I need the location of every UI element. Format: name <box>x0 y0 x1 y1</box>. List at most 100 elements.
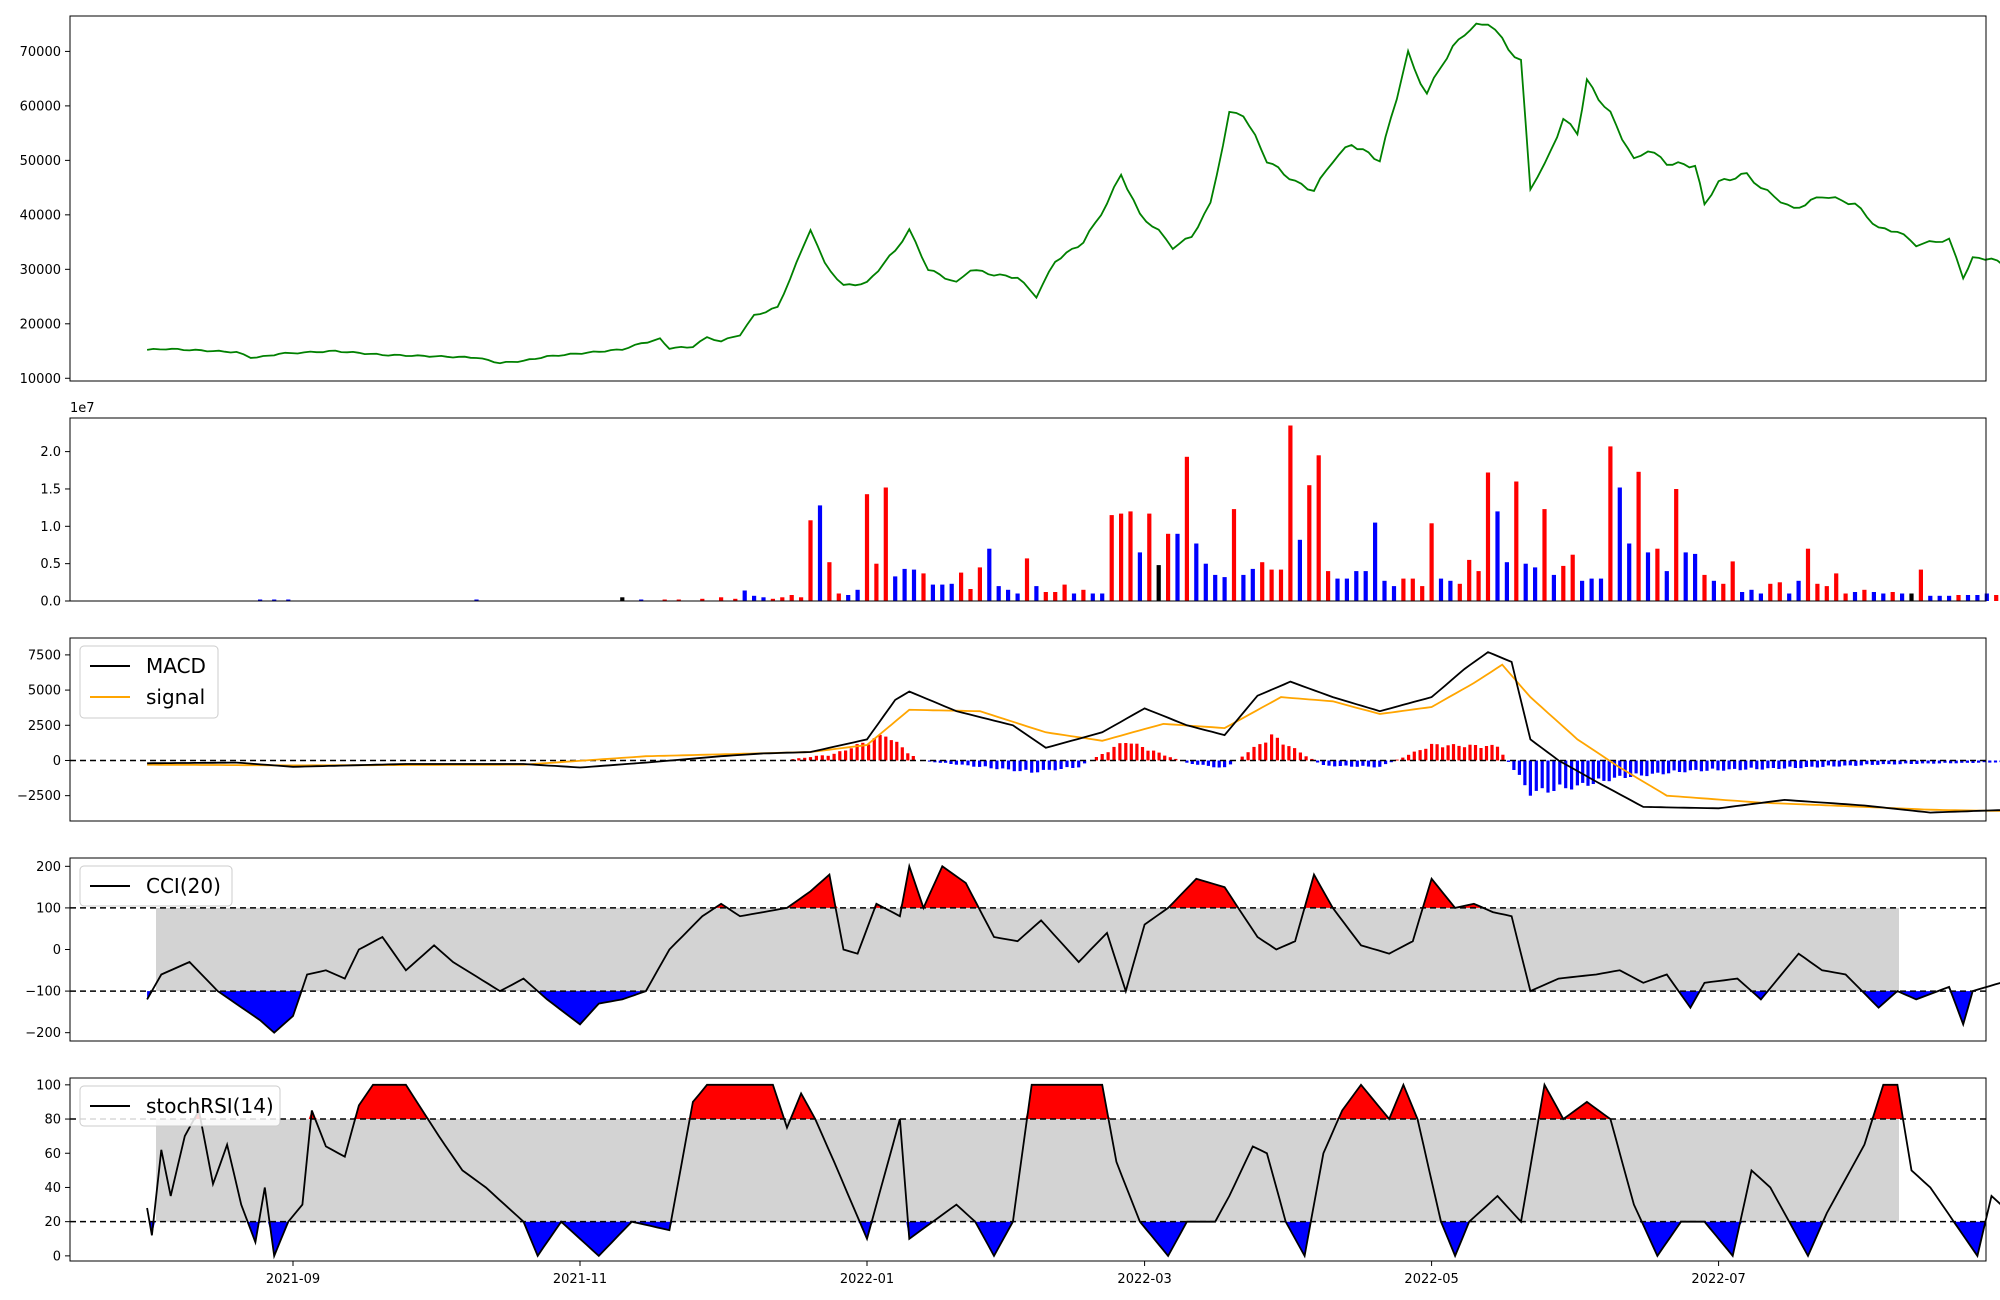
macd-histogram-bar <box>1534 760 1538 791</box>
macd-histogram-bar <box>1650 760 1654 774</box>
macd-histogram-bar <box>1395 759 1399 761</box>
volume-bar <box>1890 592 1895 601</box>
macd-histogram-bar <box>878 734 882 761</box>
volume-bar <box>1420 586 1425 601</box>
macd-histogram-bar <box>1157 752 1161 761</box>
volume-bar <box>968 589 973 601</box>
macd-histogram-bar <box>949 760 953 764</box>
macd-histogram-bar <box>1501 754 1505 761</box>
volume-bar <box>1326 571 1331 601</box>
macd-histogram-bar <box>933 760 937 763</box>
macd-histogram-bar <box>814 755 818 761</box>
macd-histogram-bar <box>1677 760 1682 772</box>
cci-y-tick-label: −100 <box>25 985 61 1000</box>
volume-bar <box>1881 593 1886 601</box>
macd-histogram-bar <box>1495 746 1500 761</box>
macd-histogram-bar <box>1777 760 1781 769</box>
macd-legend-box <box>79 645 219 719</box>
macd-histogram-bar <box>900 747 904 761</box>
price-y-tick-label: 30000 <box>20 263 61 278</box>
volume-y-tick-label: 0.5 <box>40 557 61 572</box>
volume-bar <box>1645 552 1651 601</box>
macd-histogram-bar <box>1201 760 1205 765</box>
volume-bar <box>1523 563 1528 601</box>
volume-bar <box>1316 455 1321 601</box>
macd-histogram-bar <box>1418 750 1422 761</box>
cci-legend-label: CCI(20) <box>146 874 221 898</box>
volume-bar <box>1467 559 1472 601</box>
macd-histogram-bar <box>1355 760 1359 767</box>
macd-histogram-bar <box>1412 751 1416 761</box>
macd-histogram-bar <box>1848 760 1852 766</box>
volume-bar <box>700 598 705 601</box>
volume-bar <box>733 598 738 601</box>
price-y-tick-label: 60000 <box>20 99 61 114</box>
volume-bar <box>855 589 860 601</box>
macd-histogram-bar <box>1672 760 1676 771</box>
volume-bar <box>846 595 851 601</box>
volume-bar <box>799 597 804 601</box>
macd-histogram-bar <box>1384 760 1388 765</box>
macd-histogram-bar <box>1024 760 1028 770</box>
cci-line <box>146 862 2000 1034</box>
macd-histogram-bar <box>1275 737 1279 761</box>
volume-bar <box>949 583 954 601</box>
volume-bar <box>1918 569 1923 601</box>
volume-bar <box>1438 578 1444 601</box>
volume-bar <box>1636 471 1641 601</box>
macd-histogram-bar <box>803 757 807 761</box>
volume-bar <box>836 593 841 601</box>
macd-histogram-bar <box>1771 760 1775 768</box>
cci-y-tick-label: 200 <box>36 860 61 875</box>
volume-bar <box>1570 554 1575 601</box>
macd-histogram-bar <box>826 755 830 761</box>
volume-bar <box>1852 592 1858 601</box>
macd-histogram-bar <box>1344 760 1348 766</box>
macd-histogram-bar <box>1163 755 1167 761</box>
volume-bar <box>1956 595 1961 601</box>
volume-bar <box>1269 569 1274 601</box>
macd-histogram-bar <box>1694 760 1698 770</box>
cci-frame <box>69 857 1987 1042</box>
macd-histogram-bar <box>1206 760 1210 766</box>
macd-histogram-bar <box>1281 744 1285 761</box>
volume-bar <box>911 569 917 601</box>
macd-histogram-bar <box>1597 760 1601 779</box>
macd-histogram-bar <box>1401 757 1405 761</box>
macd-histogram-bar <box>1517 760 1521 775</box>
volume-bar <box>1043 592 1048 601</box>
x-tick-label: 2021-11 <box>553 1272 607 1287</box>
x-tick-label: 2021-09 <box>266 1272 320 1287</box>
price-y-tick-label: 70000 <box>20 45 61 60</box>
macd-histogram-bar <box>1246 752 1250 761</box>
volume-bar <box>1062 584 1067 601</box>
macd-histogram-bar <box>1146 750 1150 761</box>
macd-plot-area <box>70 638 1986 821</box>
macd-histogram-bar <box>844 750 848 761</box>
volume-bar <box>1843 593 1848 601</box>
stochrsi-y-tick-label: 60 <box>44 1147 61 1162</box>
macd-histogram-bar <box>1540 760 1544 789</box>
macd-histogram-bar <box>1699 760 1703 772</box>
macd-y-tick-label: 7500 <box>28 648 61 663</box>
macd-histogram-bar <box>1270 734 1274 761</box>
stochrsi-legend-label: stochRSI(14) <box>146 1094 274 1118</box>
volume-bar <box>1024 558 1030 601</box>
volume-bar <box>1194 543 1199 601</box>
volume-bar <box>959 572 964 601</box>
volume-y-tick-label: 1.5 <box>40 482 61 497</box>
volume-bar <box>1758 593 1763 601</box>
stochrsi-overbought-fill <box>147 1084 2000 1119</box>
volume-bar <box>1947 595 1952 601</box>
volume-bar <box>1250 568 1255 601</box>
volume-bar <box>719 597 724 601</box>
macd-histogram-bar <box>1264 742 1268 761</box>
volume-bar <box>1749 589 1754 601</box>
macd-histogram-bar <box>1629 760 1633 777</box>
macd-histogram-bar <box>1424 748 1428 761</box>
macd-histogram-bar <box>1316 760 1320 763</box>
volume-bar <box>1175 533 1180 601</box>
volume-bar <box>1391 586 1397 601</box>
macd-histogram-bar <box>1338 760 1342 766</box>
volume-bar <box>639 599 644 601</box>
